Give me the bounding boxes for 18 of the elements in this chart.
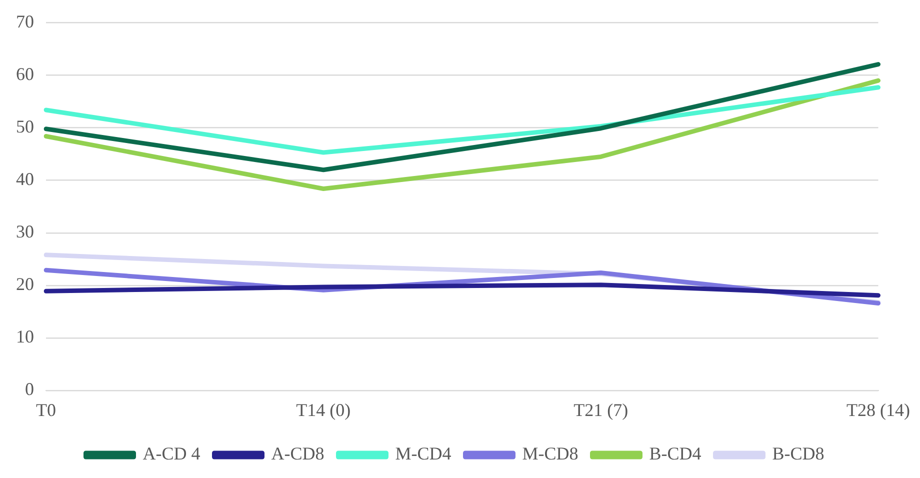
legend-label: M-CD4 xyxy=(395,444,452,464)
x-tick-label: T0 xyxy=(36,400,56,420)
legend-label: M-CD8 xyxy=(522,444,578,464)
legend-label: A-CD 4 xyxy=(142,444,200,464)
legend-label: B-CD8 xyxy=(772,444,824,464)
legend-label: B-CD4 xyxy=(649,444,702,464)
y-tick-label: 40 xyxy=(16,169,34,190)
y-tick-label: 0 xyxy=(25,379,34,400)
x-tick-label: T21 (7) xyxy=(574,400,628,420)
y-tick-label: 20 xyxy=(16,274,34,294)
x-tick-label: T14 (0) xyxy=(296,400,351,420)
y-tick-label: 70 xyxy=(16,12,34,32)
y-tick-label: 10 xyxy=(16,326,34,347)
y-tick-label: 30 xyxy=(16,222,34,242)
x-tick-label: T28 (14) xyxy=(846,400,910,420)
y-tick-label: 60 xyxy=(16,64,34,84)
legend-label: A-CD8 xyxy=(271,444,324,464)
y-tick-label: 50 xyxy=(16,116,34,137)
